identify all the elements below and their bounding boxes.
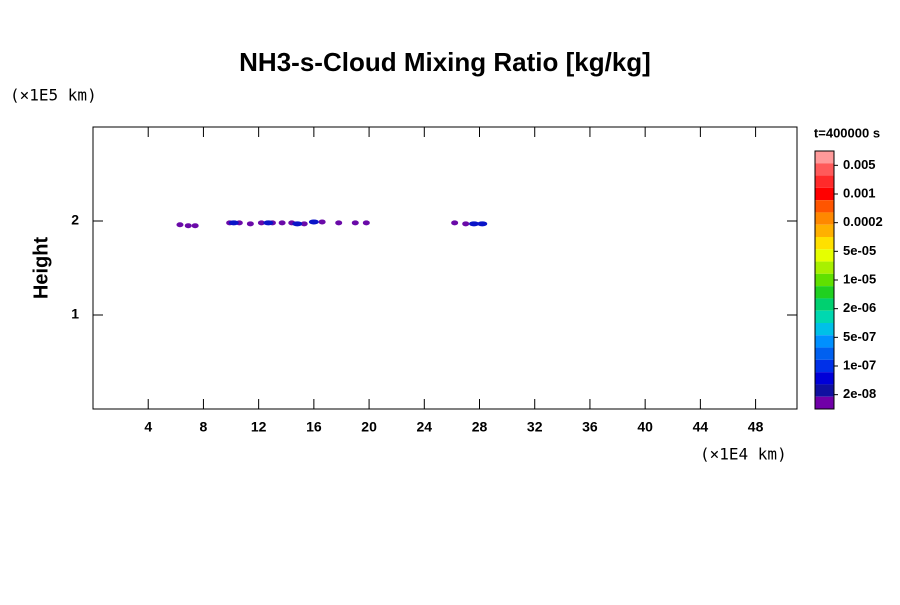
colorbar-box bbox=[815, 187, 834, 201]
x-tick-label: 16 bbox=[306, 419, 322, 435]
y-tick-label: 1 bbox=[71, 306, 79, 322]
colorbar-label: 0.005 bbox=[843, 157, 876, 172]
colorbar-box bbox=[815, 310, 834, 323]
x-tick-label: 44 bbox=[693, 419, 709, 435]
cloud-blob bbox=[362, 220, 370, 226]
colorbar-box bbox=[815, 335, 834, 348]
colorbar-box bbox=[815, 261, 834, 274]
cloud-blob bbox=[451, 220, 459, 226]
y-axis-label: Height bbox=[30, 237, 52, 300]
colorbar-label: 2e-08 bbox=[843, 386, 876, 401]
colorbar-label: 5e-05 bbox=[843, 243, 876, 258]
cloud-blob bbox=[292, 221, 303, 227]
x-tick-label: 32 bbox=[527, 419, 543, 435]
cloud-blob bbox=[468, 221, 479, 227]
cloud-blob bbox=[191, 223, 199, 229]
x-tick-label: 20 bbox=[361, 419, 377, 435]
cloud-blob bbox=[335, 220, 343, 226]
colorbar-box bbox=[815, 323, 834, 336]
colorbar-box bbox=[815, 224, 834, 237]
cloud-blob bbox=[263, 220, 274, 226]
chart-title: NH3-s-Cloud Mixing Ratio [kg/kg] bbox=[239, 47, 651, 77]
colorbar-label: 1e-07 bbox=[843, 357, 876, 372]
y-tick-label: 2 bbox=[71, 212, 79, 228]
time-label: t=400000 s bbox=[814, 125, 880, 140]
colorbar-box bbox=[815, 359, 834, 373]
x-tick-label: 24 bbox=[417, 419, 433, 435]
cloud-blob bbox=[318, 219, 326, 225]
colorbar-box bbox=[815, 372, 834, 385]
colorbar-box bbox=[815, 212, 834, 225]
cloud-blob bbox=[278, 220, 286, 226]
colorbar-label: 5e-07 bbox=[843, 329, 876, 344]
cloud-blob bbox=[308, 219, 319, 225]
cloud-blob bbox=[462, 221, 470, 227]
colorbar-box bbox=[815, 298, 834, 311]
colorbar-box bbox=[815, 163, 834, 176]
colorbar-label: 2e-06 bbox=[843, 300, 876, 315]
x-tick-label: 40 bbox=[637, 419, 653, 435]
colorbar-box bbox=[815, 286, 834, 299]
cloud-blob bbox=[228, 220, 239, 226]
colorbar-box bbox=[815, 151, 834, 164]
colorbar-box bbox=[815, 396, 834, 409]
x-tick-label: 28 bbox=[472, 419, 488, 435]
x-tick-label: 36 bbox=[582, 419, 598, 435]
cloud-blob bbox=[477, 221, 488, 227]
colorbar-box bbox=[815, 200, 834, 213]
x-tick-label: 8 bbox=[200, 419, 208, 435]
y-unit: (×1E5 km) bbox=[10, 86, 97, 105]
colorbar-box bbox=[815, 175, 834, 188]
cloud-blob bbox=[351, 220, 359, 226]
cloud-blob bbox=[184, 223, 192, 229]
x-tick-label: 4 bbox=[144, 419, 152, 435]
colorbar-label: 0.001 bbox=[843, 185, 876, 200]
x-tick-label: 48 bbox=[748, 419, 764, 435]
colorbar-label: 0.0002 bbox=[843, 214, 883, 229]
colorbar-box bbox=[815, 273, 834, 287]
x-unit: (×1E4 km) bbox=[700, 445, 787, 464]
colorbar-box bbox=[815, 347, 834, 360]
x-tick-label: 12 bbox=[251, 419, 267, 435]
cloud-blob bbox=[176, 222, 184, 228]
colorbar-box bbox=[815, 237, 834, 250]
cloud-blob bbox=[257, 220, 265, 226]
colorbar-box bbox=[815, 384, 834, 397]
cloud-blob bbox=[300, 221, 308, 227]
cloud-blob bbox=[246, 221, 254, 227]
colorbar-label: 1e-05 bbox=[843, 271, 876, 286]
colorbar-box bbox=[815, 249, 834, 262]
plot-frame bbox=[92, 126, 798, 410]
